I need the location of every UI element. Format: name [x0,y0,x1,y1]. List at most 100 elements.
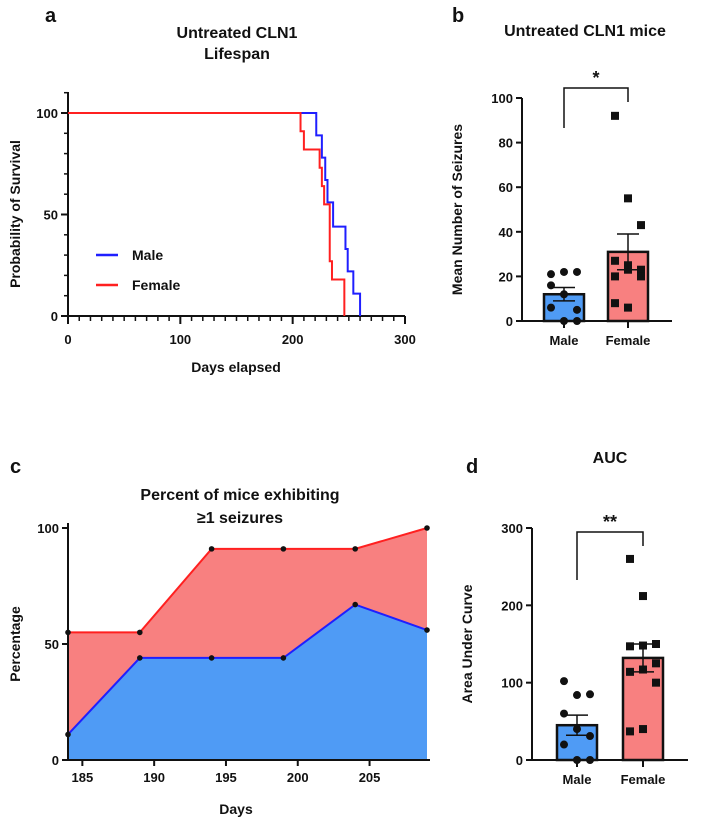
data-point-male [573,756,581,764]
y-tick-label-d: 200 [501,598,523,613]
x-tick-label-a: 0 [64,332,71,347]
data-point-male [560,740,568,749]
data-point [208,655,215,661]
panel-label-b: b [452,5,464,27]
x-tick-label-d: Male [563,772,592,787]
x-tick-label-d: Female [621,772,666,787]
x-axis-label-a: Days elapsed [191,359,281,375]
survival-curve-female [68,112,346,316]
y-axis-label-c: Percentage [7,606,23,682]
x-tick-label-a: 300 [394,332,416,347]
y-tick-label-c: 100 [37,521,59,536]
x-tick-label-a: 100 [169,332,191,347]
data-point-male [573,267,581,276]
area-line-1 [67,603,428,736]
x-tick-label-a: 200 [282,332,304,347]
chart-title-b: Untreated CLN1 mice [504,23,666,40]
legend-label-female: Female [132,277,180,293]
y-tick-label-d: 300 [501,521,523,536]
data-point-female [611,256,619,265]
y-tick-label-b: 80 [499,136,513,151]
y-tick-label-b: 100 [491,91,513,106]
data-point-male [586,690,594,699]
data-point-male [573,305,581,314]
data-point-male [573,691,581,700]
data-point-female [652,640,660,648]
data-point-female [611,111,619,120]
y-tick-label-b: 20 [499,269,513,284]
data-point [352,546,359,552]
y-tick-label-b: 40 [499,225,513,240]
data-point-male [547,270,555,279]
x-tick-label-c: 205 [359,770,381,785]
significance-bracket-b [563,87,629,128]
data-point-male [586,732,594,741]
y-tick-label-c: 50 [45,637,59,652]
data-point [208,546,215,552]
data-point-female [611,299,619,308]
chart-title-c: Percent of mice exhibiting [140,487,339,504]
panel-label-d: d [466,456,478,478]
y-tick-label-d: 100 [501,676,523,691]
area-line-0 [68,527,428,634]
y-axis-label-a: Probability of Survival [7,140,23,288]
data-point-female [624,194,632,203]
x-tick-label-c: 200 [287,770,309,785]
data-point-female [611,272,619,281]
x-tick-label-b: Female [606,333,651,348]
x-axis-label-c: Days [219,801,253,817]
data-point [280,546,287,552]
legend-label-male: Male [132,247,163,263]
x-tick-label-c: 195 [215,770,237,785]
data-point-male [547,303,555,312]
data-point-female [637,265,645,274]
data-point-female [637,272,645,281]
data-point-female [652,678,660,687]
data-point-female [637,221,645,230]
data-point [137,655,143,661]
y-tick-label-b: 0 [506,314,513,329]
area-fill-1 [68,604,427,760]
significance-marker-b: * [592,68,599,88]
data-point-male [586,756,594,764]
data-point-male [560,317,568,325]
data-point [424,525,430,531]
data-point-female [652,659,660,668]
y-tick-label-a: 0 [51,309,58,324]
data-point-male [560,677,568,686]
data-point-female [626,727,634,736]
data-point-male [573,317,581,325]
data-point [280,655,287,661]
chart-title-d: AUC [593,450,628,467]
y-axis-label-d: Area Under Curve [459,584,475,703]
y-tick-label-a: 50 [44,208,58,223]
data-point-female [639,725,647,734]
y-axis-label-b: Mean Number of Seizures [449,124,465,295]
data-point-male [560,267,568,276]
significance-marker-d: ** [603,512,617,532]
chart-title-a: Untreated CLN1 [177,25,298,42]
panel-label-c: c [10,456,21,478]
data-point [424,627,430,633]
x-tick-label-c: 185 [72,770,94,785]
data-point-female [624,303,632,312]
x-tick-label-b: Male [550,333,579,348]
panel-label-a: a [45,5,57,27]
data-point-female [639,592,647,601]
data-point [137,629,143,636]
y-tick-label-a: 100 [36,106,58,121]
significance-bracket-d [576,531,644,580]
chart-title-a-line2: Lifespan [204,46,270,63]
survival-curve-male [68,112,362,316]
chart-title-c-line2: ≥1 seizures [197,510,283,527]
data-point-female [626,642,634,651]
data-point [352,601,359,608]
data-point-female [626,667,634,676]
data-point-male [560,709,568,718]
y-tick-label-c: 0 [52,753,59,768]
y-tick-label-d: 0 [516,753,523,768]
data-point-female [626,554,634,563]
y-tick-label-b: 60 [499,180,513,195]
x-tick-label-c: 190 [143,770,165,785]
